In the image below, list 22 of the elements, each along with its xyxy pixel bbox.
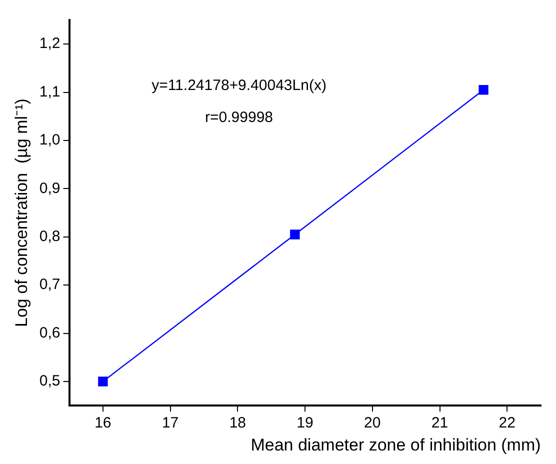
- x-tick-label: 18: [229, 414, 246, 432]
- x-tick-label: 17: [162, 414, 179, 432]
- y-tick-label: 0,9: [39, 180, 60, 197]
- x-tick-label: 16: [94, 414, 112, 432]
- y-tick-label: 1,2: [39, 35, 60, 52]
- y-tick-label: 1,1: [39, 83, 60, 100]
- y-tick-label: 0,5: [39, 372, 60, 390]
- x-tick-label: 20: [364, 414, 381, 432]
- x-tick-label: 19: [296, 414, 314, 432]
- x-tick-label: 22: [498, 414, 516, 432]
- point: [290, 230, 300, 240]
- point: [478, 85, 488, 95]
- y-tick-label: 0,7: [39, 276, 60, 294]
- y-axis-title: Log of concentration (µg ml⁻¹): [12, 98, 31, 328]
- annotation: r=0.99998: [205, 109, 273, 126]
- annotation: y=11.24178+9.40043Ln(x): [152, 77, 326, 94]
- y-tick-label: 1,0: [39, 132, 60, 149]
- x-tick-label: 21: [431, 414, 448, 432]
- y-tick-label: 0,8: [39, 228, 60, 246]
- y-tick-label: 0,6: [39, 324, 60, 342]
- point: [98, 376, 108, 386]
- x-axis-title: Mean diameter zone of inhibition (mm): [250, 435, 541, 454]
